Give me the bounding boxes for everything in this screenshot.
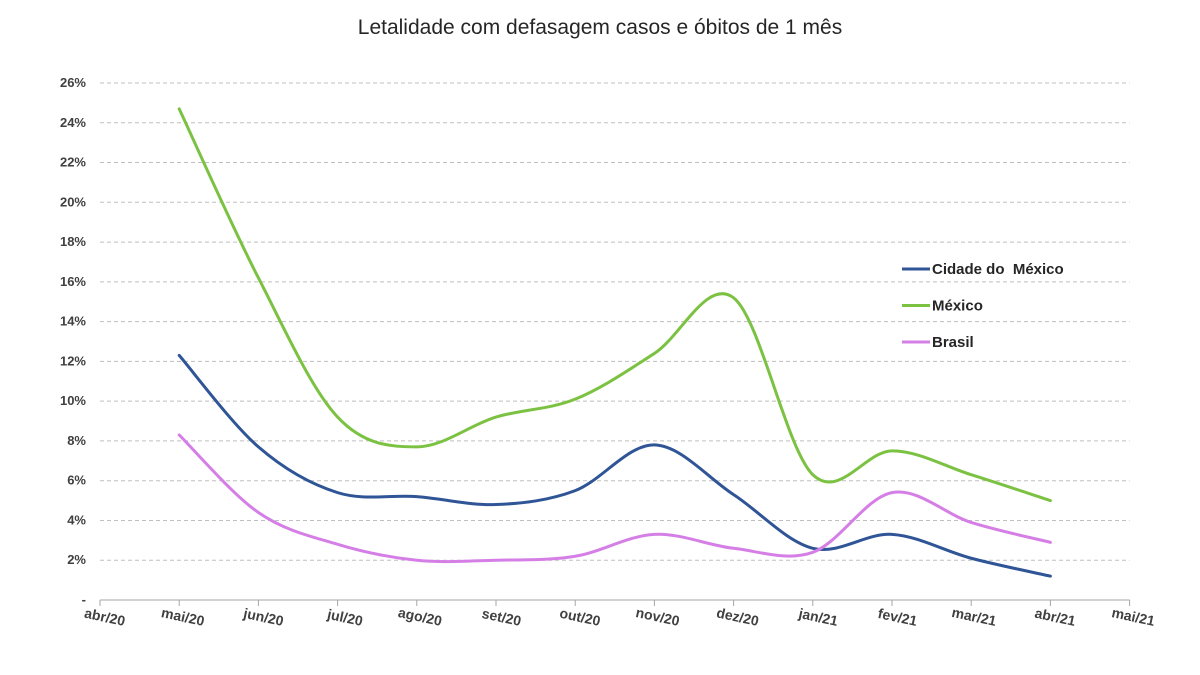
x-tick-label: mai/20 [160, 604, 206, 629]
y-tick-label: 24% [60, 115, 86, 130]
series-line-2 [177, 433, 1052, 564]
x-tick-label: fev/21 [877, 605, 919, 629]
x-tick-label: mai/21 [1110, 604, 1156, 629]
y-tick-label: 22% [60, 155, 86, 170]
legend-label: México [932, 298, 983, 315]
y-tick-label: 8% [67, 433, 86, 448]
series-line-0 [177, 353, 1052, 578]
y-tick-label: 12% [60, 353, 86, 368]
y-tick-label: 2% [67, 552, 86, 567]
x-tick-label: jul/20 [325, 606, 365, 629]
x-tick-label: nov/20 [634, 604, 681, 629]
y-tick-label: 20% [60, 194, 86, 209]
y-tick-label: 18% [60, 234, 86, 249]
series-lines [177, 107, 1052, 578]
x-tick-label: mar/21 [950, 604, 998, 629]
x-tick-label: out/20 [558, 605, 602, 629]
chart-title: Letalidade com defasagem casos e óbitos … [358, 16, 842, 39]
x-tick-label: jun/20 [241, 605, 285, 629]
y-tick-label: - [82, 592, 86, 607]
y-tick-label: 4% [67, 512, 86, 527]
x-tick-label: jan/21 [796, 605, 839, 629]
y-tick-label: 10% [60, 393, 86, 408]
y-tick-label: 16% [60, 274, 86, 289]
y-tick-label: 6% [67, 473, 86, 488]
series-line-1 [177, 107, 1052, 503]
legend-label: Brasil [932, 334, 974, 351]
x-tick-label: set/20 [481, 605, 523, 629]
grid-lines [100, 82, 1130, 561]
x-tick-label: abr/20 [83, 605, 127, 629]
legend-label: Cidade do México [932, 261, 1064, 278]
x-tick-label: dez/20 [715, 604, 760, 629]
legend: Cidade do México México Brasil [902, 261, 1064, 351]
y-tick-label: 14% [60, 314, 86, 329]
x-tick-label: ago/20 [397, 604, 444, 629]
y-tick-label: 26% [60, 75, 86, 90]
x-tick-label: abr/21 [1033, 605, 1077, 629]
